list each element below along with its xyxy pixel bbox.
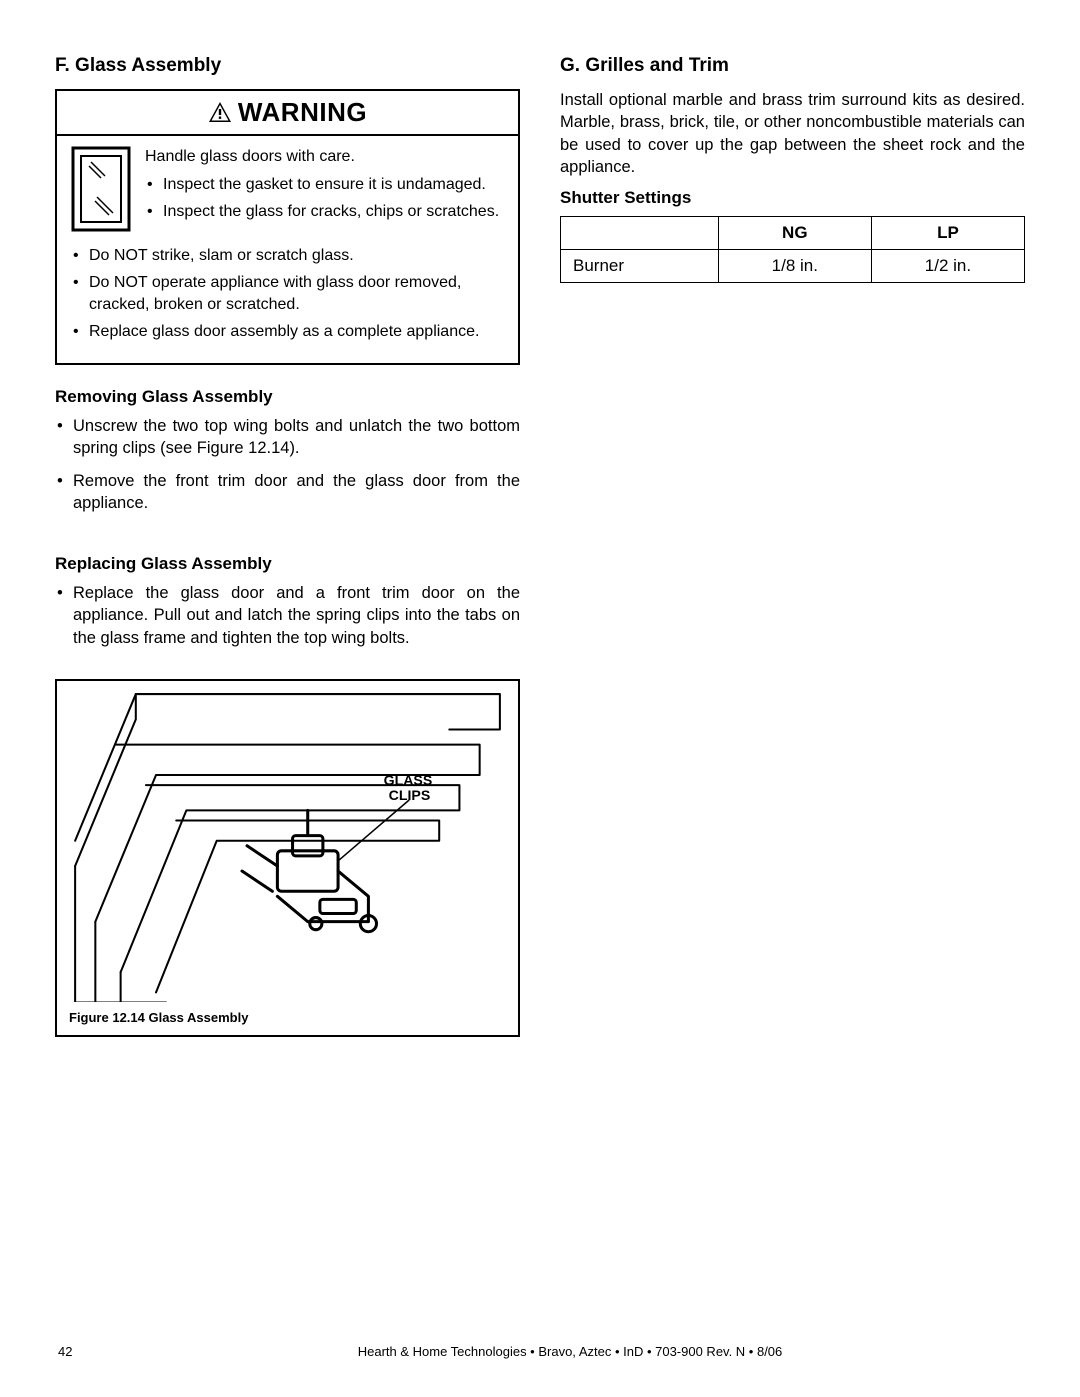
table-row: NG LP [561,217,1025,250]
warning-box: WARNING Handle g [55,89,520,365]
warning-triangle-icon [208,101,232,123]
glass-assembly-diagram: GLASS CLIPS [65,689,510,1003]
removing-bullet: Remove the front trim door and the glass… [55,470,520,515]
table-cell: Burner [561,250,719,283]
table-header: NG [718,217,871,250]
warning-top-bullet: Inspect the glass for cracks, chips or s… [145,201,499,223]
warning-top-list: Inspect the gasket to ensure it is undam… [145,174,499,223]
figure-label: CLIPS [389,787,431,803]
page-number: 42 [58,1344,118,1359]
shutter-settings-table: NG LP Burner 1/8 in. 1/2 in. [560,216,1025,283]
table-cell: 1/2 in. [871,250,1024,283]
table-row: Burner 1/8 in. 1/2 in. [561,250,1025,283]
warning-bottom-list: Do NOT strike, slam or scratch glass. Do… [71,245,504,343]
table-header: LP [871,217,1024,250]
section-f-heading: F. Glass Assembly [55,55,520,77]
section-g-heading: G. Grilles and Trim [560,55,1025,77]
warning-title: WARNING [238,97,367,127]
warning-top-bullet: Inspect the gasket to ensure it is undam… [145,174,499,196]
figure-caption: Figure 12.14 Glass Assembly [65,1010,510,1025]
removing-bullet: Unscrew the two top wing bolts and unlat… [55,415,520,460]
warning-header: WARNING [57,91,518,136]
warning-bottom-bullet: Do NOT operate appliance with glass door… [71,272,504,315]
left-column: F. Glass Assembly WARNING [55,55,520,1037]
replacing-bullet: Replace the glass door and a front trim … [55,582,520,649]
grilles-paragraph: Install optional marble and brass trim s… [560,89,1025,178]
footer-text: Hearth & Home Technologies • Bravo, Azte… [118,1344,1022,1359]
figure-12-14: GLASS CLIPS Figure 12.14 Glass Assembly [55,679,520,1038]
replacing-heading: Replacing Glass Assembly [55,554,520,574]
shutter-heading: Shutter Settings [560,188,1025,208]
removing-heading: Removing Glass Assembly [55,387,520,407]
warning-bottom-bullet: Replace glass door assembly as a complet… [71,321,504,343]
warning-bottom-bullet: Do NOT strike, slam or scratch glass. [71,245,504,267]
warning-intro: Handle glass doors with care. [145,146,499,168]
replacing-list: Replace the glass door and a front trim … [55,582,520,649]
right-column: G. Grilles and Trim Install optional mar… [560,55,1025,1037]
table-cell: 1/8 in. [718,250,871,283]
glass-door-icon [71,146,131,239]
figure-label: GLASS [384,772,433,788]
removing-list: Unscrew the two top wing bolts and unlat… [55,415,520,514]
table-header [561,217,719,250]
page-footer: 42 Hearth & Home Technologies • Bravo, A… [0,1344,1080,1359]
